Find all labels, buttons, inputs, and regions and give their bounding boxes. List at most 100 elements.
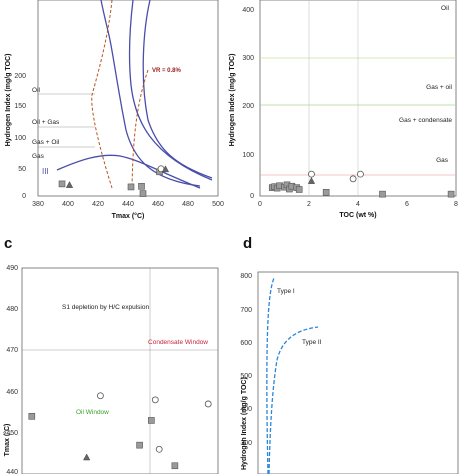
y-tick-label: 100 bbox=[14, 135, 26, 142]
type-curve-3 bbox=[142, 0, 213, 179]
panel-a-x-axis-label: Tmax (°C) bbox=[112, 212, 145, 220]
data-point-circle bbox=[349, 175, 357, 183]
data-point-square bbox=[295, 186, 303, 193]
x-tick-label: 8 bbox=[454, 201, 458, 208]
panel-b-x-axis-label: TOC (wt %) bbox=[339, 212, 376, 219]
panel-b-y-axis-label: Hydrogen Index (mg/g TOC) bbox=[229, 54, 236, 147]
y-tick-label: 0 bbox=[22, 193, 26, 200]
vr-curve-left bbox=[91, 0, 113, 189]
data-point-circle bbox=[204, 400, 212, 408]
annotation-s1-depletion: S1 depletion by H/C expulsion bbox=[62, 304, 149, 311]
x-tick-label: 460 bbox=[152, 201, 164, 208]
y-tick-label: 440 bbox=[6, 469, 18, 474]
data-point-square bbox=[138, 183, 145, 190]
panel-a-y-axis-label: Hydrogen Index (mg/g TOC) bbox=[5, 54, 12, 147]
zone-label-gas: Gas bbox=[436, 157, 449, 164]
x-tick-label: 6 bbox=[405, 201, 409, 208]
zone-label-oil-gas: Oil + Gas bbox=[32, 119, 60, 126]
panel-d-frame bbox=[257, 271, 459, 474]
data-point-triangle bbox=[83, 453, 91, 461]
panel-c-y-axis-label: Tmax (°C) bbox=[3, 424, 11, 457]
zone-label-gas-oil: Gas + Oil bbox=[32, 139, 60, 146]
type-curve-1 bbox=[100, 0, 201, 187]
y-tick-label: 300 bbox=[242, 55, 254, 62]
panel-letter-c: c bbox=[4, 235, 12, 252]
data-point-square bbox=[127, 183, 135, 191]
data-point-triangle bbox=[161, 165, 170, 173]
vr-label: VR = 0.8% bbox=[152, 68, 182, 74]
y-tick-label: 0 bbox=[250, 193, 254, 200]
annotation-condensate-window: Condensate Window bbox=[148, 339, 208, 346]
annotation-oil-window: Oil Window bbox=[76, 409, 109, 416]
y-tick-label: 700 bbox=[240, 307, 252, 314]
x-tick-label: 480 bbox=[182, 201, 194, 208]
x-tick-label: 380 bbox=[32, 201, 44, 208]
panel-c-frame bbox=[21, 267, 219, 474]
y-tick-label: 480 bbox=[6, 306, 18, 313]
y-tick-label: 200 bbox=[242, 103, 254, 110]
y-tick-label: 400 bbox=[240, 406, 252, 413]
panel-c-y-ticks: 440 450 460 470 480 490 bbox=[6, 265, 18, 474]
panel-a: VR = 0.8% Oil Oil + Gas Gas + Oil Gas II… bbox=[5, 0, 224, 220]
data-point-square bbox=[322, 188, 330, 196]
panel-a-x-ticks: 380 400 420 440 460 480 500 bbox=[32, 201, 224, 208]
y-tick-label: 500 bbox=[240, 373, 252, 380]
y-tick-label: 400 bbox=[242, 7, 254, 14]
y-tick-label: 300 bbox=[240, 440, 252, 447]
x-tick-label: 500 bbox=[212, 201, 224, 208]
y-tick-label: 50 bbox=[18, 166, 26, 173]
data-point-circle bbox=[97, 392, 104, 400]
data-point-square bbox=[148, 417, 155, 424]
type-curve-2 bbox=[128, 0, 213, 181]
vr-curve-right bbox=[131, 69, 149, 189]
zone-label-oil: Oil bbox=[441, 5, 450, 12]
y-tick-label: 800 bbox=[240, 273, 252, 280]
y-tick-label: 100 bbox=[242, 152, 254, 159]
type-i-curve bbox=[266, 277, 275, 474]
type-curve-iii bbox=[56, 154, 201, 189]
zone-label-oil: Oil bbox=[32, 87, 41, 94]
data-point-square bbox=[58, 180, 66, 188]
x-tick-label: 420 bbox=[92, 201, 104, 208]
panel-a-frame bbox=[37, 0, 219, 197]
data-point-square bbox=[171, 462, 179, 470]
x-tick-label: 2 bbox=[307, 201, 311, 208]
data-point-triangle bbox=[65, 181, 74, 188]
type-iii-label: III bbox=[42, 167, 49, 176]
zone-label-gas-oil: Gas + oil bbox=[426, 84, 452, 91]
data-point-circle bbox=[308, 170, 315, 178]
zone-label-gas: Gas bbox=[32, 153, 45, 160]
series-label-type-ii: Type II bbox=[302, 339, 322, 346]
y-tick-label: 490 bbox=[6, 265, 18, 272]
panel-a-y-ticks: 0 50 100 150 200 bbox=[14, 73, 26, 200]
data-point-square bbox=[447, 190, 455, 198]
panel-b: Oil Gas + oil Gas + condensate Gas 0 100… bbox=[229, 0, 458, 219]
panel-b-y-ticks: 0 100 200 300 400 bbox=[242, 7, 254, 200]
data-point-triangle bbox=[307, 177, 316, 184]
panel-d-y-axis-label: Hydrogen Index (mg/g TOC) bbox=[241, 377, 248, 470]
data-point-square bbox=[139, 190, 147, 197]
panel-b-x-ticks: 0 2 4 6 8 bbox=[258, 201, 458, 208]
panel-letter-d: d bbox=[243, 235, 252, 252]
x-tick-label: 0 bbox=[258, 201, 262, 208]
data-point-circle bbox=[155, 445, 163, 453]
panel-c-points bbox=[28, 392, 212, 470]
y-tick-label: 450 bbox=[6, 430, 18, 437]
y-tick-label: 470 bbox=[6, 347, 18, 354]
zone-label-gas-condensate: Gas + condensate bbox=[399, 117, 452, 124]
data-point-square bbox=[136, 441, 143, 449]
x-tick-label: 4 bbox=[356, 201, 360, 208]
data-point-square bbox=[28, 413, 36, 420]
y-tick-label: 150 bbox=[14, 103, 26, 110]
data-point-square bbox=[379, 190, 386, 198]
y-tick-label: 200 bbox=[14, 73, 26, 80]
panel-b-points bbox=[268, 170, 455, 198]
panel-d: d Type I Type II 300 400 500 600 700 800… bbox=[240, 235, 459, 474]
data-point-circle bbox=[357, 170, 364, 178]
y-tick-label: 460 bbox=[6, 389, 18, 396]
y-tick-label: 600 bbox=[240, 340, 252, 347]
panel-a-points bbox=[58, 165, 170, 197]
x-tick-label: 400 bbox=[62, 201, 74, 208]
x-tick-label: 440 bbox=[122, 201, 134, 208]
